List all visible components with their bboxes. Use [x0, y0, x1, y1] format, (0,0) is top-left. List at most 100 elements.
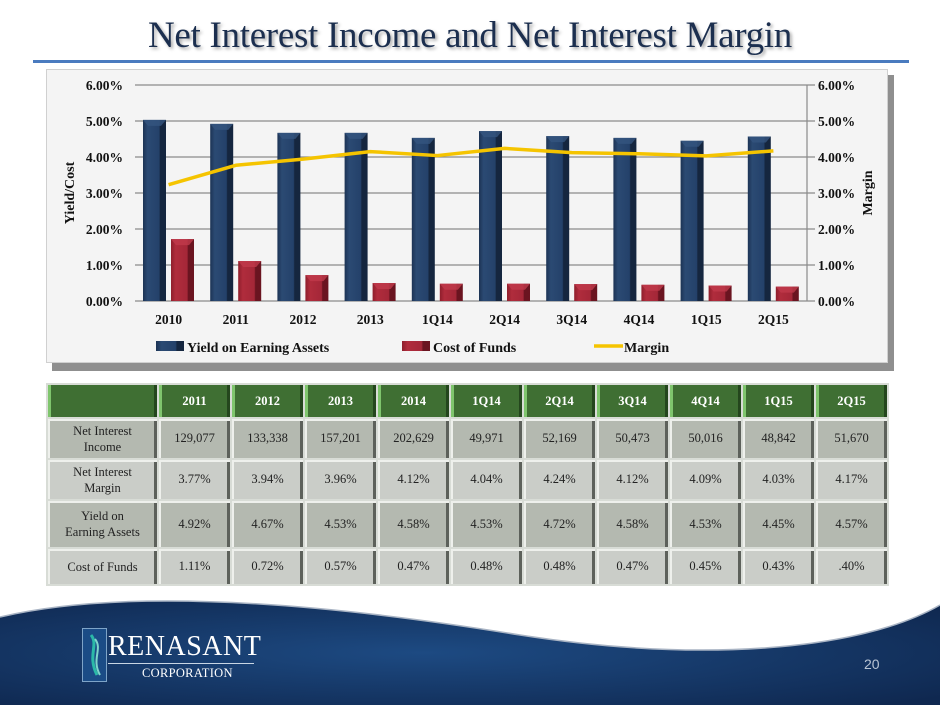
y-tick-label: 6.00%	[86, 78, 123, 93]
table-cell: 0.45%	[668, 547, 743, 586]
table-cell: 1.11%	[157, 547, 232, 586]
y-tick-label: 1.00%	[86, 258, 123, 273]
x-tick-label: 1Q15	[691, 312, 722, 327]
table-cell: 133,338	[230, 417, 305, 460]
bar-yield-bevel	[680, 140, 704, 147]
bar-yield-bevel	[613, 137, 637, 144]
logo-subtitle: CORPORATION	[142, 666, 233, 680]
table-cell: .40%	[814, 547, 889, 586]
x-tick-label: 1Q14	[422, 312, 453, 327]
bar-cost-bevel	[708, 285, 732, 292]
column-header: 2013	[303, 383, 378, 419]
column-header: 2Q15	[814, 383, 889, 419]
y2-tick-label: 4.00%	[818, 150, 855, 165]
row-header: Net Interest Margin	[46, 458, 159, 501]
bar-cost-bevel	[372, 283, 396, 289]
table-cell: 52,169	[522, 417, 597, 460]
table-cell: 4.24%	[522, 458, 597, 501]
y2-tick-label: 3.00%	[818, 186, 855, 201]
table-cell: 0.47%	[376, 547, 451, 586]
table-cell: 4.53%	[449, 499, 524, 549]
margin-line	[168, 146, 774, 187]
table-cell: 3.96%	[303, 458, 378, 501]
table-cell: 50,473	[595, 417, 670, 460]
y2-tick-label: 5.00%	[818, 114, 855, 129]
bar-yield-bevel	[344, 132, 368, 139]
y-tick-label: 3.00%	[86, 186, 123, 201]
bar-yield-bevel	[546, 136, 570, 143]
table-cell: 0.43%	[741, 547, 816, 586]
table-cell: 50,016	[668, 417, 743, 460]
logo-divider	[108, 663, 254, 664]
bar-yield	[143, 119, 166, 301]
bar-yield-bevel	[210, 123, 234, 130]
slide-title: Net Interest Income and Net Interest Mar…	[148, 15, 792, 56]
legend-label-margin: Margin	[624, 341, 669, 356]
bar-yield	[613, 137, 637, 301]
x-tick-label: 2Q14	[489, 312, 520, 327]
bar-cost	[238, 261, 262, 301]
bar-yield	[210, 123, 234, 301]
table-cell: 4.57%	[814, 499, 889, 549]
x-tick-label: 2Q15	[758, 312, 789, 327]
legend-swatch-yield	[156, 341, 184, 351]
table-row: Net Interest Margin 3.77% 3.94% 3.96% 4.12% 4.…	[46, 458, 889, 501]
table-cell: 157,201	[303, 417, 378, 460]
row-header-line1: Net Interest	[73, 423, 132, 438]
row-header-line1: Net Interest	[73, 464, 132, 479]
y-tick-label: 5.00%	[86, 114, 123, 129]
table-header-row: 2011 2012 2013 2014 1Q14 2Q14 3Q14 4Q14 …	[46, 383, 889, 419]
column-header: 2014	[376, 383, 451, 419]
bar-yield	[277, 132, 301, 301]
table-cell: 4.04%	[449, 458, 524, 501]
chart-legend: Yield on Earning Assets Cost of Funds Ma…	[156, 341, 669, 356]
bar-cost-bevel	[775, 286, 799, 293]
bar-cost-bevel	[238, 261, 262, 268]
table-cell: 4.58%	[376, 499, 451, 549]
table-cell: 4.03%	[741, 458, 816, 501]
bar-cost-bevel	[305, 275, 329, 282]
chart-panel	[46, 69, 888, 363]
title-underline	[33, 60, 909, 63]
bar-yield	[411, 137, 435, 301]
y2-tick-label: 1.00%	[818, 258, 855, 273]
column-header: 1Q15	[741, 383, 816, 419]
table-cell: 4.17%	[814, 458, 889, 501]
y2-tick-label: 0.00%	[818, 294, 855, 309]
bar-yield-bevel	[411, 137, 435, 144]
legend-swatch-cost	[402, 341, 430, 351]
logo-emblem-icon	[82, 628, 107, 682]
table-cell: 4.67%	[230, 499, 305, 549]
bar-yield	[546, 136, 570, 301]
bar-cost-bevel	[507, 283, 530, 290]
x-tick-label: 4Q14	[624, 312, 655, 327]
column-header: 4Q14	[668, 383, 743, 419]
y2-axis-title: Margin	[861, 170, 876, 215]
table-cell: 202,629	[376, 417, 451, 460]
table-cell: 4.09%	[668, 458, 743, 501]
footer-wave	[0, 600, 940, 705]
logo-wordmark: RENASANT	[108, 631, 262, 662]
x-tick-label: 3Q14	[556, 312, 587, 327]
table-cell: 4.45%	[741, 499, 816, 549]
table-cell: 3.94%	[230, 458, 305, 501]
table-row: Cost of Funds 1.11% 0.72% 0.57% 0.47% 0.48% 0.…	[46, 547, 889, 586]
table-cell: 4.53%	[303, 499, 378, 549]
column-header: 1Q14	[449, 383, 524, 419]
bar-cost-bevel	[641, 284, 665, 291]
table-cell: 0.57%	[303, 547, 378, 586]
y-axis-title: Yield/Cost	[63, 161, 78, 224]
table-cell: 48,842	[741, 417, 816, 460]
column-header: 2012	[230, 383, 305, 419]
table-cell: 0.47%	[595, 547, 670, 586]
row-header-line1: Cost of Funds	[67, 559, 138, 574]
column-header: 3Q14	[595, 383, 670, 419]
legend-label-yield: Yield on Earning Assets	[187, 341, 330, 356]
bar-yield	[747, 136, 771, 301]
bar-cost-bevel	[439, 283, 463, 290]
page-number: 20	[864, 656, 880, 672]
bar-yield	[479, 131, 502, 301]
row-header-line1: Yield on	[81, 509, 124, 523]
data-table: 2011 2012 2013 2014 1Q14 2Q14 3Q14 4Q14 …	[46, 383, 889, 586]
table-cell: 0.72%	[230, 547, 305, 586]
